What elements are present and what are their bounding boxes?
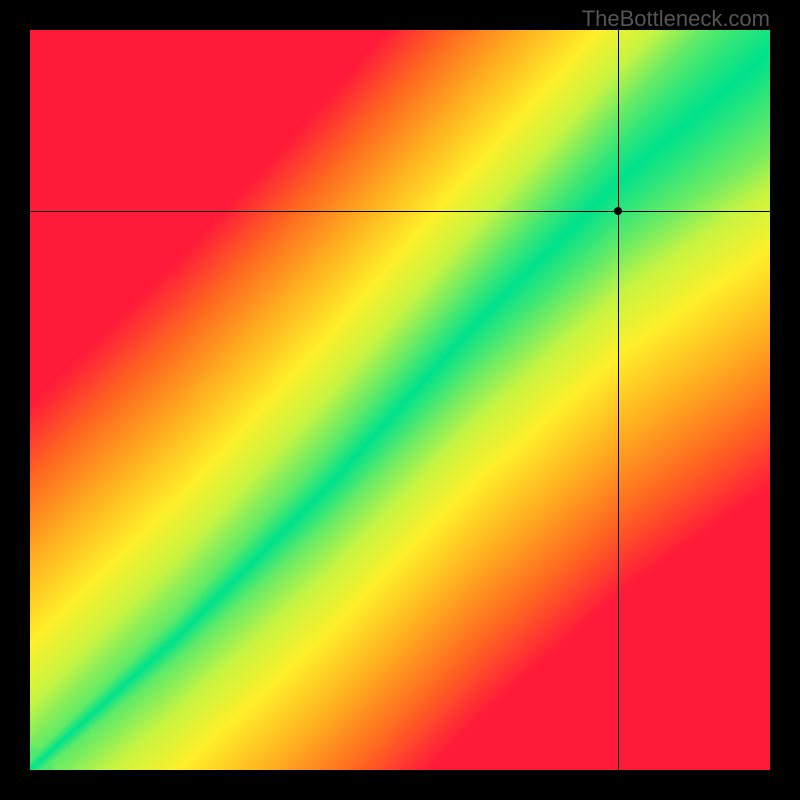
heatmap-canvas [30,30,770,770]
heatmap-plot [30,30,770,770]
crosshair-vertical [618,30,619,770]
crosshair-horizontal [30,211,770,212]
watermark-text: TheBottleneck.com [582,6,770,32]
crosshair-marker-dot [614,207,622,215]
